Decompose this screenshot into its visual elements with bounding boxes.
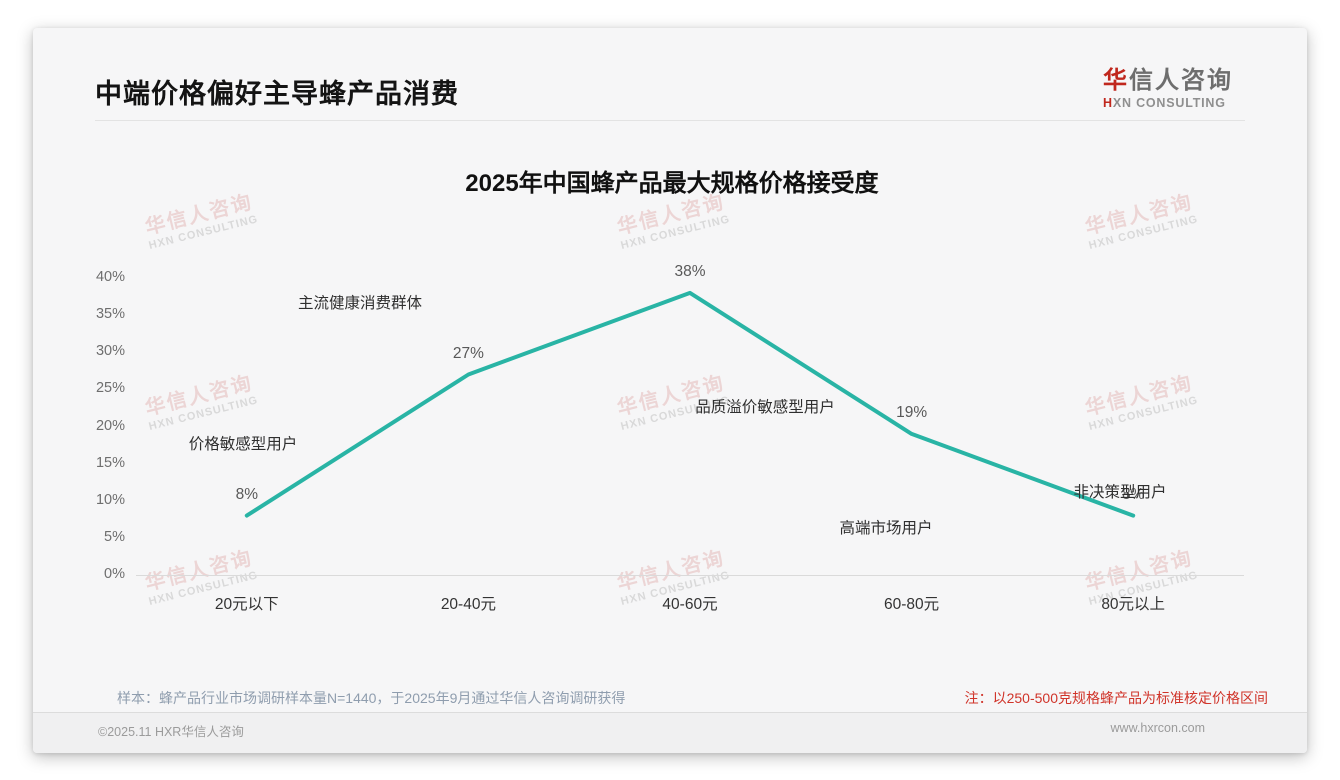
logo-en-rest: XN CONSULTING xyxy=(1112,96,1226,110)
x-axis-category: 20元以下 xyxy=(214,596,279,613)
logo-cn-rest: 信人咨询 xyxy=(1129,67,1233,94)
y-axis-tick: 25% xyxy=(95,380,125,397)
logo-cn-accent: 华 xyxy=(1103,67,1129,94)
logo-english-name: HXN CONSULTING xyxy=(1103,96,1248,110)
logo-en-accent: H xyxy=(1103,96,1113,110)
header-divider xyxy=(95,120,1245,121)
segment-annotation: 主流健康消费群体 xyxy=(297,295,422,312)
x-axis-line xyxy=(136,575,1244,576)
y-axis-tick: 10% xyxy=(95,491,125,508)
slide-card xyxy=(33,28,1307,753)
page-title: 中端价格偏好主导蜂产品消费 xyxy=(95,79,459,109)
segment-annotation: 高端市场用户 xyxy=(839,520,933,537)
x-axis-category: 60-80元 xyxy=(884,596,940,613)
segment-annotation: 非决策型用户 xyxy=(1073,484,1167,501)
segment-annotation: 品质溢价敏感型用户 xyxy=(695,399,835,416)
chart-title: 2025年中国蜂产品最大规格价格接受度 xyxy=(465,170,879,197)
acceptance-line xyxy=(244,290,1136,518)
pricing-footnote: 注：以250-500克规格蜂产品为标准核定价格区间 xyxy=(964,690,1268,706)
data-point-label: 38% xyxy=(674,262,706,280)
line-chart xyxy=(244,290,1136,518)
logo-chinese-name: 华信人咨询 xyxy=(1103,60,1248,95)
sample-footnote: 样本：蜂产品行业市场调研样本量N=1440，于2025年9月通过华信人咨询调研获… xyxy=(117,690,626,706)
x-axis-category: 80元以上 xyxy=(1101,596,1166,613)
x-axis-category: 40-60元 xyxy=(662,596,718,613)
y-axis-tick: 35% xyxy=(95,306,125,323)
data-point-label: 27% xyxy=(452,344,484,362)
y-axis-tick: 40% xyxy=(95,269,125,285)
company-logo: 华信人咨询 HXN CONSULTING xyxy=(1103,60,1248,110)
x-axis-category: 20-40元 xyxy=(440,596,496,613)
y-axis-tick: 30% xyxy=(95,343,125,360)
segment-annotation: 价格敏感型用户 xyxy=(188,436,298,453)
y-axis-tick: 0% xyxy=(104,566,125,582)
data-point-label: 19% xyxy=(896,403,928,421)
data-point-label: 8% xyxy=(1121,485,1145,503)
y-axis-tick: 15% xyxy=(95,454,125,471)
footer-bar xyxy=(33,712,1307,753)
website-url: www.hxrcon.com xyxy=(1110,721,1205,735)
data-point-label: 8% xyxy=(235,485,258,503)
y-axis-tick: 20% xyxy=(95,417,125,434)
copyright-text: ©2025.11 HXR华信人咨询 xyxy=(98,725,244,739)
y-axis-tick: 5% xyxy=(104,528,125,545)
